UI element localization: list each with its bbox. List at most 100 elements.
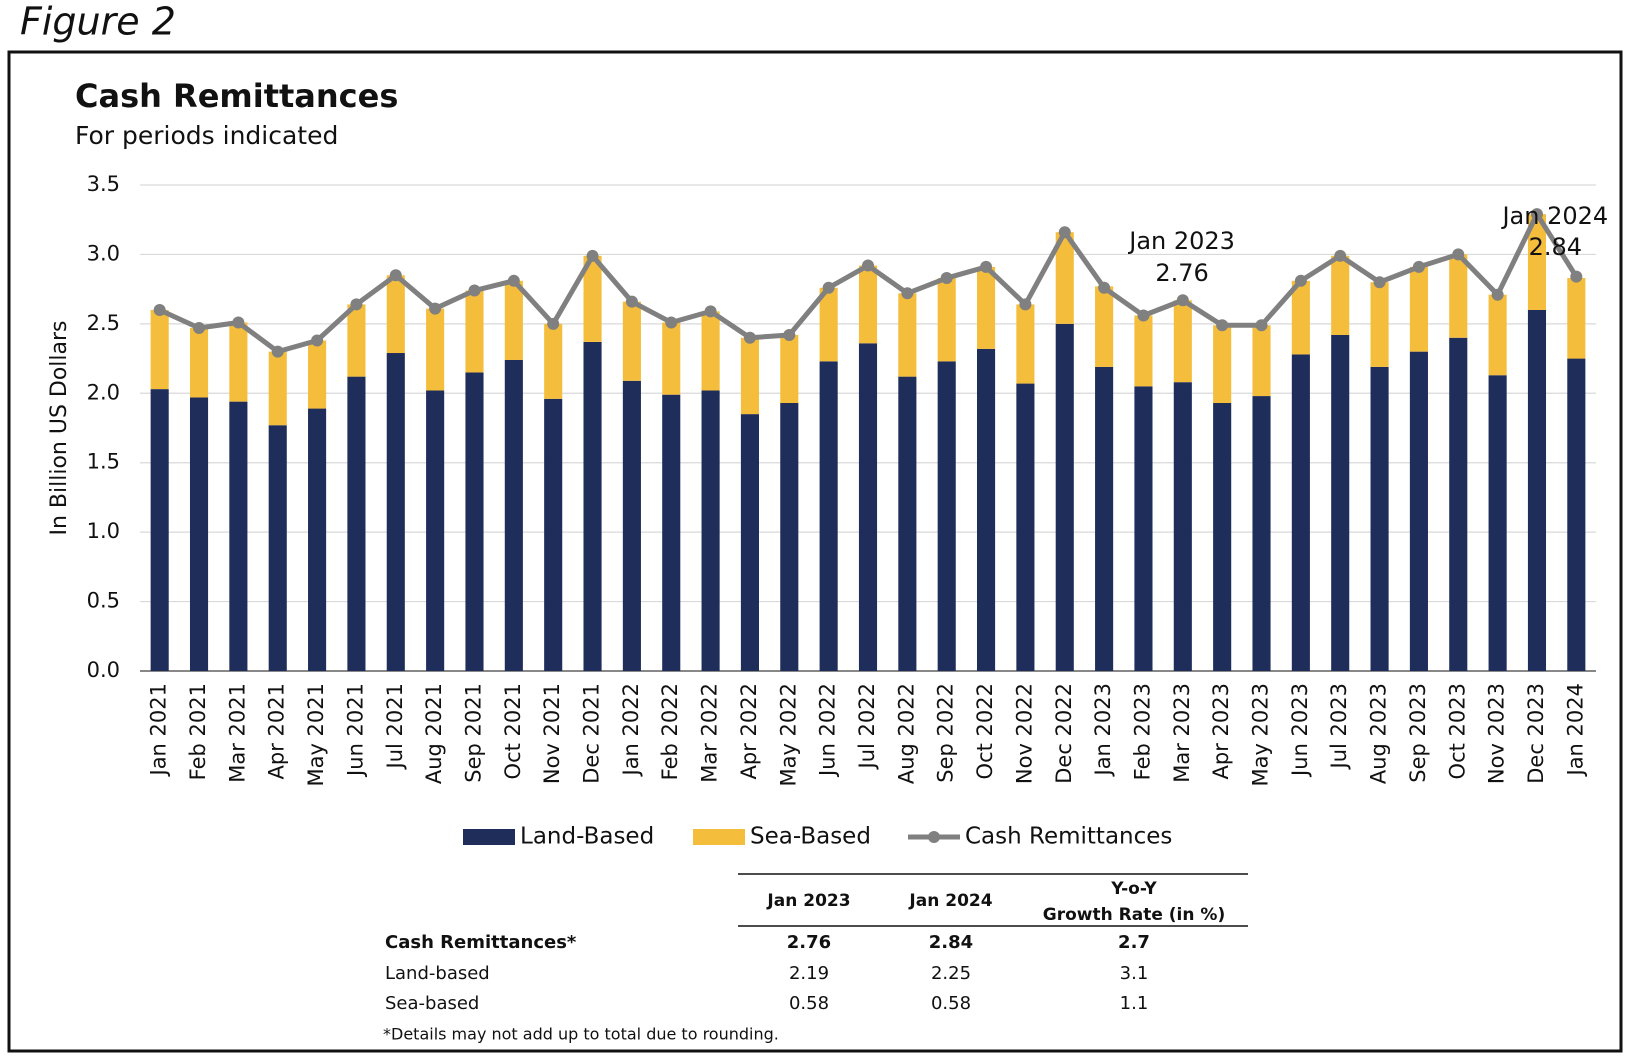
- x-tick-label: Jan 2024: [1563, 683, 1587, 778]
- legend-label: Sea-Based: [750, 824, 871, 850]
- table-header: Jan 2023: [766, 891, 850, 911]
- legend-swatch: [463, 829, 515, 845]
- table-cell: 0.58: [931, 993, 971, 1014]
- line-marker: [901, 287, 914, 300]
- x-tick-label: Feb 2021: [186, 683, 210, 780]
- line-marker: [1570, 270, 1583, 283]
- line-marker: [743, 331, 756, 344]
- line-marker: [980, 260, 993, 273]
- bar: [268, 351, 287, 426]
- table-row-label: Land-based: [385, 963, 490, 984]
- bar: [1213, 325, 1232, 404]
- annotation-value: 2.76: [1155, 259, 1208, 287]
- bar: [977, 266, 996, 349]
- bar: [1055, 323, 1074, 671]
- bar: [1449, 337, 1468, 671]
- legend-label: Land-Based: [520, 824, 654, 850]
- x-tick-label: Sep 2021: [461, 683, 485, 783]
- bar: [780, 403, 799, 671]
- table-cell: 2.19: [789, 963, 829, 984]
- bar: [1370, 282, 1389, 367]
- x-tick-label: Mar 2021: [225, 683, 249, 783]
- line-marker: [468, 284, 481, 297]
- x-tick-label: Apr 2021: [265, 683, 289, 779]
- bar: [583, 341, 602, 671]
- bar: [544, 398, 563, 671]
- x-tick-label: Jun 2023: [1288, 683, 1312, 778]
- y-tick-label: 0.5: [87, 589, 120, 613]
- line-marker: [1452, 248, 1465, 261]
- line-marker: [1255, 319, 1268, 332]
- line-marker: [547, 317, 560, 330]
- annotation-value: 2.84: [1529, 233, 1582, 261]
- bar: [1409, 351, 1428, 671]
- table-cell: 2.76: [787, 932, 831, 953]
- x-tick-label: Jul 2021: [383, 683, 407, 770]
- line-marker: [193, 322, 206, 335]
- bar: [1527, 214, 1547, 310]
- figure-label: Figure 2: [20, 0, 176, 44]
- bar: [898, 293, 917, 377]
- line-marker: [389, 269, 402, 282]
- table-cell: 3.1: [1120, 963, 1149, 984]
- bar: [1134, 386, 1153, 671]
- bar: [1252, 396, 1271, 671]
- bar: [386, 275, 405, 354]
- bar: [268, 425, 287, 671]
- x-tick-label: May 2022: [776, 683, 800, 787]
- x-tick-label: Apr 2022: [737, 683, 761, 779]
- bar: [622, 301, 641, 381]
- bar: [426, 308, 445, 391]
- table-cell: 2.84: [929, 932, 973, 953]
- table-cell: 2.25: [931, 963, 971, 984]
- line-marker: [507, 274, 520, 287]
- table-header: Growth Rate (in %): [1043, 905, 1225, 925]
- line-marker: [1412, 260, 1425, 273]
- x-tick-label: Jul 2023: [1327, 683, 1351, 770]
- bar: [1252, 325, 1271, 397]
- bar: [858, 343, 878, 671]
- x-tick-label: Jul 2022: [855, 683, 879, 770]
- chart-subtitle: For periods indicated: [75, 121, 338, 150]
- bar: [1488, 375, 1507, 671]
- bar: [1567, 358, 1586, 671]
- line-marker: [1294, 274, 1307, 287]
- y-tick-label: 2.0: [87, 380, 120, 404]
- x-tick-label: Oct 2023: [1445, 683, 1469, 779]
- x-tick-label: Sep 2023: [1406, 683, 1430, 783]
- y-tick-label: 3.0: [87, 241, 120, 265]
- annotation-label: Jan 2024: [1500, 202, 1608, 230]
- legend-label: Cash Remittances: [965, 824, 1172, 850]
- x-tick-label: Nov 2021: [540, 683, 564, 784]
- line-marker: [429, 302, 442, 315]
- line-marker: [586, 249, 599, 262]
- line-marker: [1098, 281, 1111, 294]
- bar: [544, 323, 563, 399]
- x-tick-label: Jan 2023: [1091, 683, 1115, 778]
- bar: [937, 361, 956, 671]
- line-marker: [940, 272, 953, 285]
- x-tick-label: Feb 2022: [658, 683, 682, 780]
- legend-swatch: [928, 831, 940, 843]
- x-tick-label: Jun 2021: [343, 683, 367, 778]
- x-tick-label: Nov 2023: [1485, 683, 1509, 784]
- line-marker: [1216, 319, 1229, 332]
- table-header: Jan 2024: [908, 891, 992, 911]
- bar: [1173, 382, 1192, 671]
- table-cell: 2.7: [1118, 932, 1150, 953]
- bar: [662, 394, 681, 671]
- x-tick-label: Sep 2022: [934, 683, 958, 783]
- x-tick-label: May 2023: [1249, 683, 1273, 787]
- bar: [426, 390, 445, 671]
- x-tick-label: Aug 2021: [422, 683, 446, 784]
- y-tick-label: 0.0: [87, 658, 120, 682]
- x-tick-label: Aug 2022: [894, 683, 918, 784]
- bar: [1134, 315, 1153, 387]
- bar: [465, 290, 484, 373]
- x-tick-label: Jun 2022: [816, 683, 840, 778]
- line-marker: [153, 303, 166, 316]
- bar: [504, 359, 523, 671]
- bar: [583, 255, 602, 342]
- line-marker: [1373, 276, 1386, 289]
